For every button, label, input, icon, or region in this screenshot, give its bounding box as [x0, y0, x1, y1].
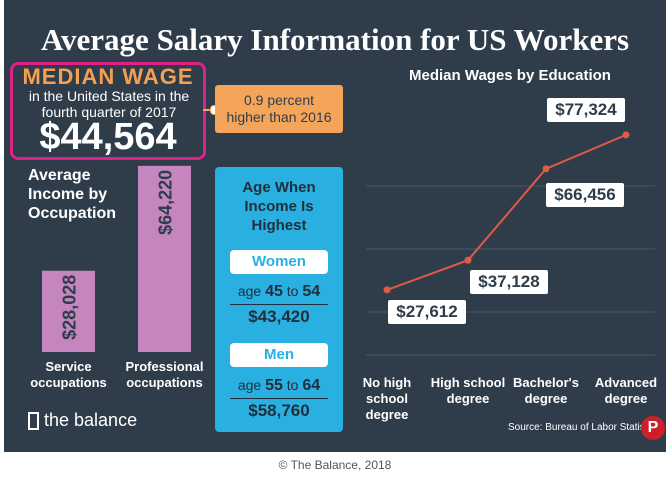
age-to: 54 [302, 283, 321, 300]
value-label: $66,456 [546, 182, 624, 207]
pin-button[interactable]: P [641, 416, 665, 440]
x-tick-label: Advanced degree [594, 375, 658, 406]
occupation-heading: Average Income by Occupation [28, 167, 117, 222]
age-range: age 55 to 64 [215, 377, 343, 395]
median-box [10, 62, 206, 160]
bar-label: $64,220 [156, 170, 176, 235]
copyright: © The Balance, 2018 [278, 458, 392, 472]
x-tick-label: Service occupations [30, 359, 107, 390]
bar-label: $28,028 [60, 275, 80, 340]
median-heading: MEDIAN WAGE [22, 64, 194, 89]
median-value: $44,564 [39, 116, 177, 158]
income: $43,420 [248, 307, 310, 326]
point [383, 286, 391, 294]
age-box [215, 167, 343, 432]
note-box [215, 85, 343, 133]
logo-text: the balance [44, 410, 138, 430]
x-tick-label: Bachelor's degree [513, 375, 579, 406]
age-to: 64 [302, 377, 321, 394]
age-sep: to [286, 377, 299, 393]
age-range: age 45 to 54 [215, 283, 343, 301]
x-tick-label: Professional occupations [125, 359, 204, 390]
age-from: 55 [265, 377, 283, 394]
bar [42, 270, 95, 352]
note: 0.9 percent higher than 2016 [226, 92, 332, 125]
age-from: 45 [265, 283, 283, 300]
value-label: $27,612 [388, 299, 466, 324]
value-label: $77,324 [547, 97, 625, 122]
income: $58,760 [248, 401, 310, 420]
x-tick-label: No high school degree [362, 375, 412, 422]
age-prefix: age [237, 377, 262, 393]
group-label: Men [230, 343, 328, 367]
divider [230, 304, 328, 305]
line-chart-title: Median Wages by Education [409, 67, 611, 84]
x-tick-label: High school degree [430, 375, 506, 406]
bar [138, 165, 191, 352]
point [622, 131, 630, 139]
source: Source: Bureau of Labor Statis [508, 422, 645, 433]
divider [230, 398, 328, 399]
group-label: Women [230, 250, 328, 274]
line [386, 133, 627, 291]
age-sep: to [286, 283, 299, 299]
connector [203, 109, 215, 111]
age-prefix: age [237, 283, 262, 299]
value-label: $37,128 [470, 270, 548, 295]
median-description: in the United States in the fourth quart… [28, 88, 190, 120]
point [542, 165, 550, 173]
title: Average Salary Information for US Worker… [40, 22, 630, 57]
age-title: Age When Income Is Highest [242, 179, 316, 234]
logo: the balance [28, 410, 137, 431]
point [464, 256, 472, 264]
